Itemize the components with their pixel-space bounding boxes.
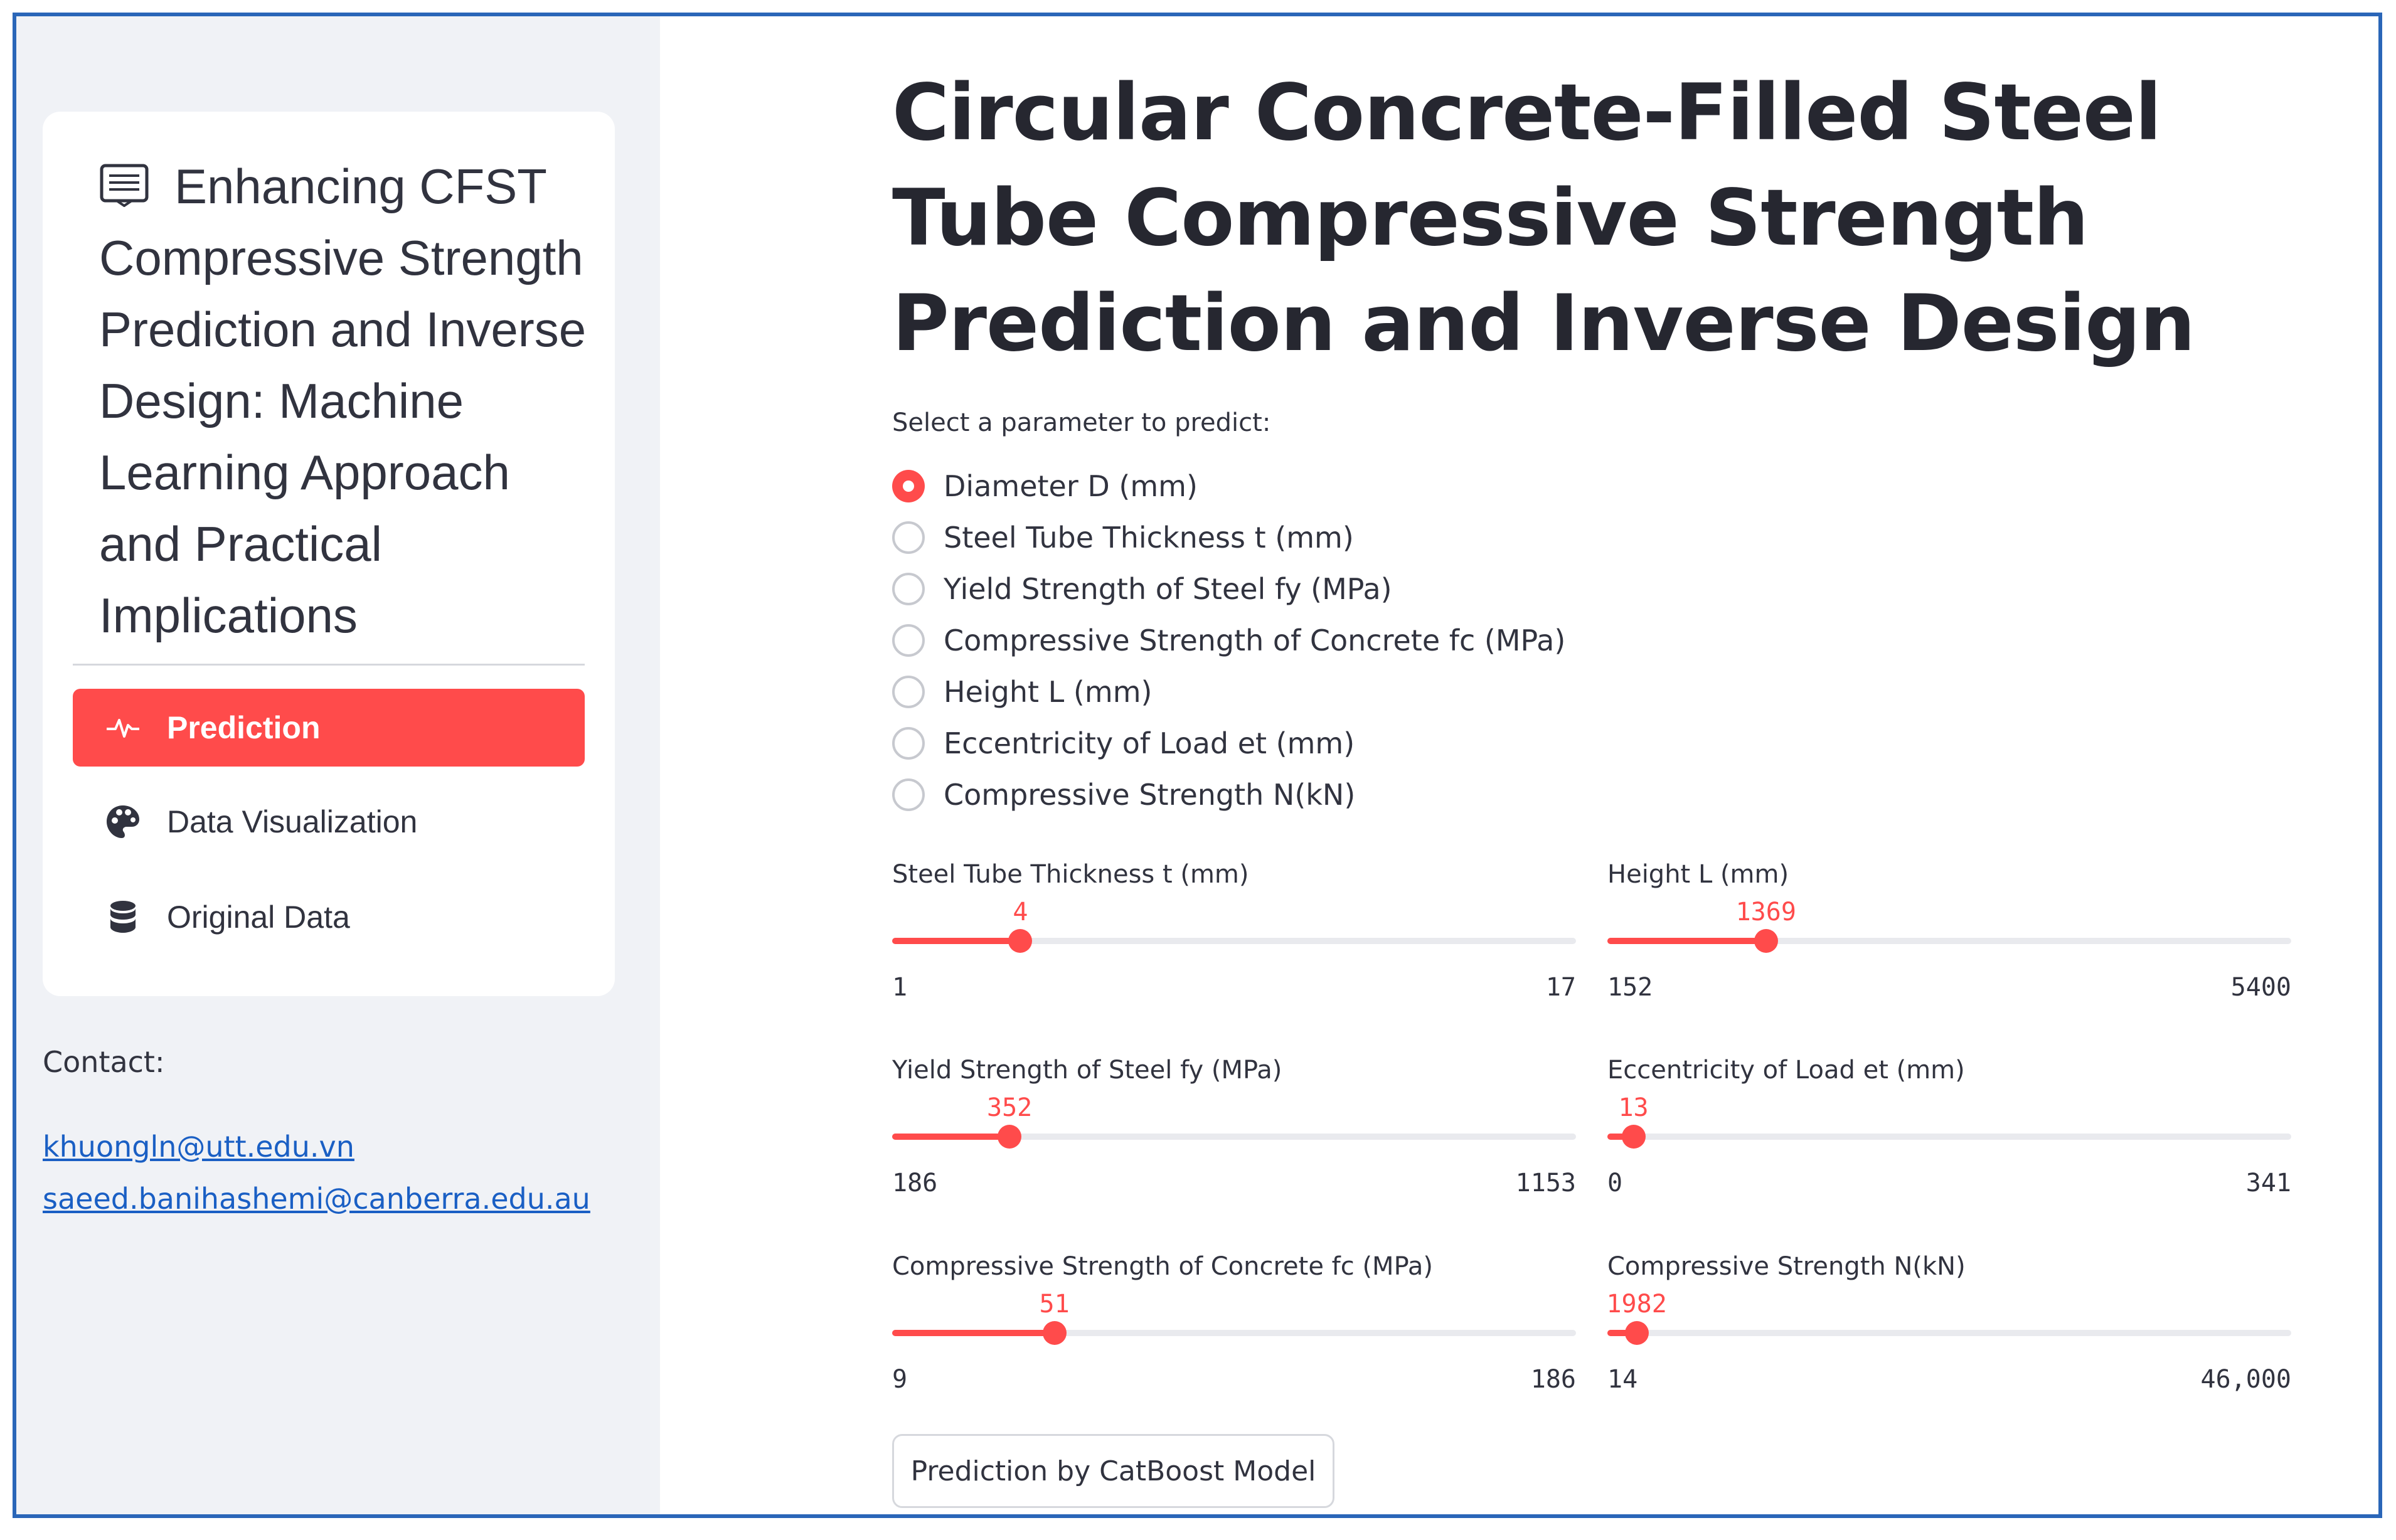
slider-fill [1607,1134,1634,1140]
slider-min: 1 [892,973,908,1002]
radio-option-label: Eccentricity of Load et (mm) [944,726,1355,760]
database-icon [104,898,142,936]
nav-item-prediction[interactable]: Prediction [73,689,585,767]
menu-list-icon [99,154,149,208]
slider-track[interactable] [1607,1321,2291,1345]
radio-option-label: Yield Strength of Steel fy (MPa) [944,572,1392,606]
slider-fill [1607,1330,1637,1336]
sidebar: Enhancing CFST Compressive Strength Pred… [16,16,660,1514]
contact-label: Contact: [43,1045,165,1079]
slider-min: 9 [892,1365,908,1394]
slider-max: 341 [2245,1169,2291,1197]
radio-option[interactable]: Height L (mm) [892,666,1565,718]
pulse-icon [104,709,142,746]
slider-value: 352 [986,1093,1033,1122]
palette-icon [104,803,142,841]
menu-title: Enhancing CFST Compressive Strength Pred… [99,151,601,651]
slider-label: Compressive Strength N(kN) [1607,1252,1966,1281]
slider-value: 1369 [1735,898,1796,927]
slider-track[interactable] [892,929,1576,953]
slider-thumb[interactable] [1621,1125,1646,1149]
slider-label: Height L (mm) [1607,860,1789,889]
menu-title-text: Enhancing CFST Compressive Strength Pred… [99,159,587,643]
menu-divider [73,664,585,666]
radio-group-label: Select a parameter to predict: [892,408,1271,437]
radio-option-label: Steel Tube Thickness t (mm) [944,521,1354,555]
slider-max: 46,000 [2200,1365,2292,1394]
radio-unchecked-icon[interactable] [892,727,925,760]
contact-email-link[interactable]: khuongln@utt.edu.vn [43,1130,354,1164]
slider-min: 0 [1607,1169,1623,1197]
slider-max: 186 [1530,1365,1576,1394]
radio-option[interactable]: Yield Strength of Steel fy (MPa) [892,563,1565,615]
nav-item-label: Prediction [167,710,321,745]
radio-option-label: Diameter D (mm) [944,469,1198,503]
nav-item-data-visualization[interactable]: Data Visualization [73,783,585,861]
radio-unchecked-icon[interactable] [892,676,925,708]
slider-track[interactable] [892,1125,1576,1149]
slider[interactable]: Yield Strength of Steel fy (MPa) 352 186 11… [892,1056,1576,1219]
nav-item-original-data[interactable]: Original Data [73,878,585,956]
slider-fill [892,1134,1010,1140]
slider-fill [1607,938,1766,944]
app-window: Enhancing CFST Compressive Strength Pred… [13,13,2382,1518]
slider-max: 1153 [1515,1169,1576,1197]
slider-max: 5400 [2230,973,2291,1002]
slider[interactable]: Height L (mm) 1369 152 5400 [1607,860,2291,1023]
slider-thumb[interactable] [1754,929,1778,953]
slider-fill [892,1330,1055,1336]
slider[interactable]: Eccentricity of Load et (mm) 13 0 341 [1607,1056,2291,1219]
slider-thumb[interactable] [1008,929,1033,953]
slider-min: 152 [1607,973,1653,1002]
slider-value: 1982 [1606,1290,1667,1319]
slider-thumb[interactable] [1624,1321,1649,1345]
parameter-radio-group: Diameter D (mm) Steel Tube Thickness t (m… [892,460,1565,820]
slider-fill [892,938,1021,944]
radio-option[interactable]: Eccentricity of Load et (mm) [892,718,1565,769]
radio-option[interactable]: Compressive Strength of Concrete fc (MPa… [892,615,1565,666]
slider[interactable]: Compressive Strength N(kN) 1982 14 46,000 [1606,1252,2292,1415]
slider-label: Yield Strength of Steel fy (MPa) [892,1056,1282,1085]
radio-option-label: Compressive Strength of Concrete fc (MPa… [944,624,1566,657]
slider-thumb[interactable] [998,1125,1022,1149]
slider-thumb[interactable] [1042,1321,1067,1345]
nav-item-label: Data Visualization [167,804,418,839]
radio-unchecked-icon[interactable] [892,778,925,811]
slider-label: Compressive Strength of Concrete fc (MPa… [892,1252,1434,1281]
slider-min: 14 [1607,1365,1638,1394]
radio-unchecked-icon[interactable] [892,624,925,657]
nav-menu-card: Enhancing CFST Compressive Strength Pred… [43,112,615,996]
slider-value: 13 [1618,1093,1649,1122]
radio-option[interactable]: Steel Tube Thickness t (mm) [892,512,1565,563]
radio-option-label: Compressive Strength N(kN) [944,778,1356,812]
radio-unchecked-icon[interactable] [892,573,925,605]
slider-track[interactable] [892,1321,1576,1345]
nav-item-label: Original Data [167,900,350,935]
slider[interactable]: Steel Tube Thickness t (mm) 4 1 17 [892,860,1576,1023]
slider-label: Eccentricity of Load et (mm) [1607,1056,1965,1085]
radio-option-label: Height L (mm) [944,675,1153,709]
slider-track[interactable] [1607,1125,2291,1149]
page-title: Circular Concrete-Filled Steel Tube Comp… [892,68,2195,369]
slider-track[interactable] [1607,929,2291,953]
radio-unchecked-icon[interactable] [892,521,925,554]
radio-checked-icon[interactable] [892,470,925,502]
predict-catboost-button[interactable]: Prediction by CatBoost Model [892,1434,1334,1508]
radio-option[interactable]: Diameter D (mm) [892,460,1565,512]
slider-max: 17 [1545,973,1576,1002]
main-content: Circular Concrete-Filled Steel Tube Comp… [660,16,2378,1514]
slider-value: 4 [1013,898,1028,927]
slider-value: 51 [1039,1290,1070,1319]
slider-label: Steel Tube Thickness t (mm) [892,860,1249,889]
slider[interactable]: Compressive Strength of Concrete fc (MPa… [892,1252,1576,1415]
radio-option[interactable]: Compressive Strength N(kN) [892,769,1565,820]
slider-min: 186 [892,1169,938,1197]
contact-email-link[interactable]: saeed.banihashemi@canberra.edu.au [43,1182,590,1216]
